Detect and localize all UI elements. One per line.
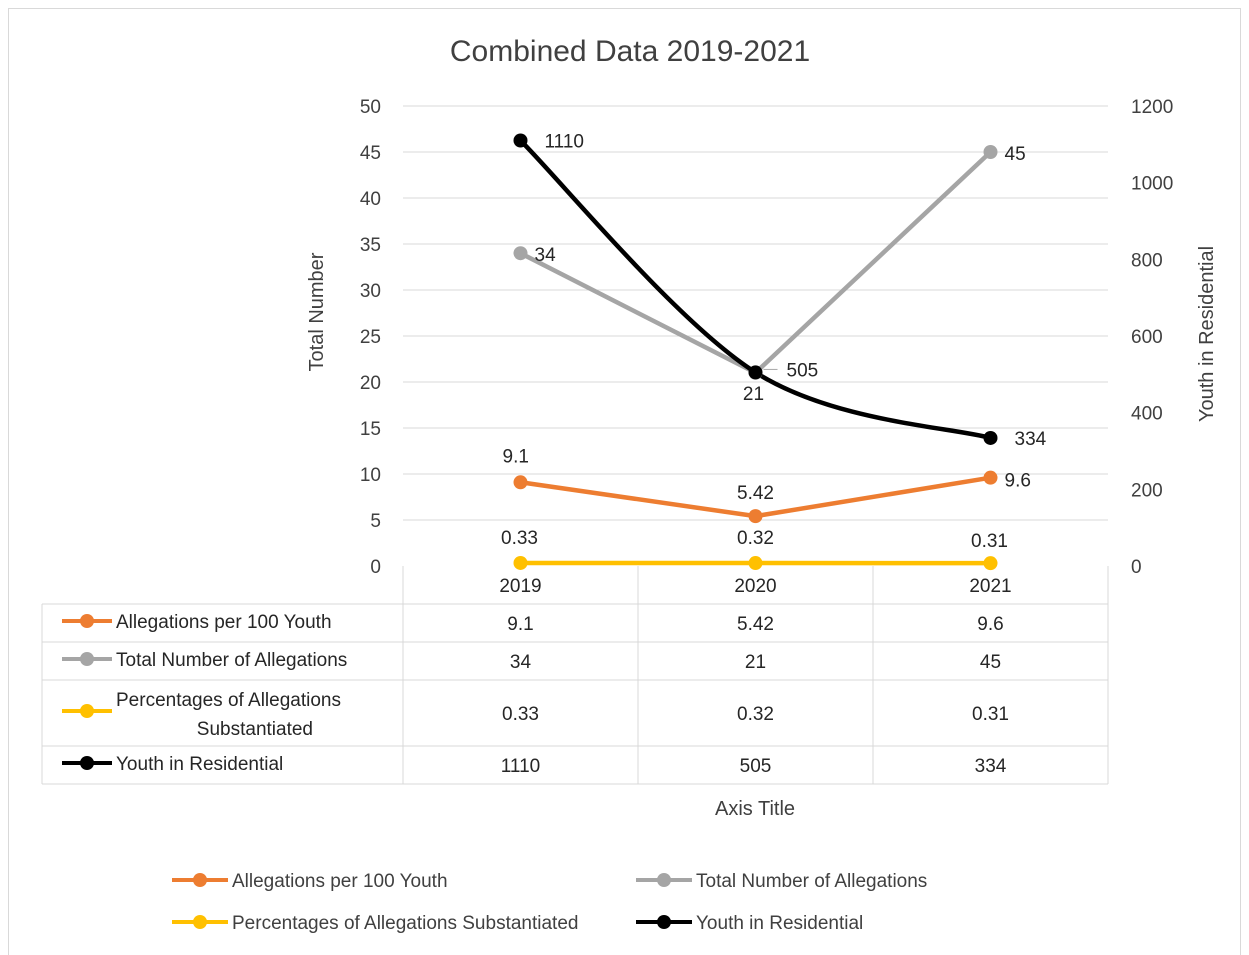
y-tick-label: 10 <box>360 465 381 486</box>
data-point <box>513 133 528 148</box>
table-legend-key-marker <box>80 652 94 666</box>
table-cell: 45 <box>980 652 1001 673</box>
y2-tick-label: 600 <box>1131 327 1163 348</box>
data-label: 1110 <box>545 132 584 153</box>
data-labels: 9.1 5.42 9.6 34 21 45 0.33 0.32 0.31 1110 505 334 <box>501 132 1047 553</box>
y-tick-label: 30 <box>360 281 381 302</box>
data-point <box>513 475 528 490</box>
legend-label: Percentages of Allegations Substantiated <box>232 913 578 934</box>
table-cell: 1110 <box>501 756 540 777</box>
chart-title: Combined Data 2019-2021 <box>450 35 810 68</box>
y2-tick-label: 0 <box>1131 557 1142 578</box>
data-point <box>748 509 763 524</box>
data-table: 2019 2020 2021 Allegations per 100 Youth 9.1… <box>41 566 1109 785</box>
legend-key-marker <box>657 915 671 929</box>
data-label: 9.1 <box>503 446 529 467</box>
table-row-header: Percentages of Allegations <box>116 690 341 711</box>
data-label: 0.33 <box>501 528 538 549</box>
y2-tick-label: 1200 <box>1131 97 1173 118</box>
data-point <box>513 246 528 261</box>
data-point <box>983 430 998 445</box>
table-cell: 9.6 <box>977 614 1003 635</box>
series-line <box>518 138 993 441</box>
legend-label: Youth in Residential <box>696 913 863 934</box>
legend-key-marker <box>657 873 671 887</box>
data-label: 5.42 <box>737 483 774 504</box>
table-cell: 5.42 <box>737 614 774 635</box>
table-row-header: Total Number of Allegations <box>116 650 347 671</box>
table-cell: 34 <box>510 652 532 673</box>
chart-border <box>8 8 1241 955</box>
table-cell: 9.1 <box>507 614 533 635</box>
data-label: 505 <box>787 360 819 381</box>
axes: 0 5 10 15 20 25 30 35 40 45 50 0 200 400 600 800 1000 120… <box>306 97 1218 820</box>
y2-tick-label: 1000 <box>1131 174 1173 195</box>
table-cell: 0.33 <box>502 704 539 725</box>
y-tick-label: 40 <box>360 189 381 210</box>
data-label: 9.6 <box>1005 471 1031 492</box>
x-category-label: 2019 <box>499 576 541 597</box>
y2-tick-label: 400 <box>1131 404 1163 425</box>
table-cell: 334 <box>975 756 1007 777</box>
table-cell: 0.32 <box>737 704 774 725</box>
table-cell: 21 <box>745 652 766 673</box>
data-label: 0.32 <box>737 528 774 549</box>
data-point <box>983 145 998 159</box>
table-row-header: Allegations per 100 Youth <box>116 612 332 633</box>
table-row-header: Substantiated <box>197 719 313 740</box>
x-category-label: 2020 <box>734 576 776 597</box>
gridlines <box>403 105 1108 521</box>
legend-key-marker <box>193 915 207 929</box>
y-axis-title: Total Number <box>306 252 328 371</box>
legend-label: Allegations per 100 Youth <box>232 871 448 892</box>
legend-key-marker <box>193 873 207 887</box>
table-legend-key-marker <box>80 704 94 718</box>
data-label: 45 <box>1005 144 1026 165</box>
y-tick-label: 5 <box>370 511 381 532</box>
data-label: 34 <box>535 245 557 266</box>
y-tick-label: 35 <box>360 235 381 256</box>
data-label: 0.31 <box>971 531 1008 552</box>
x-axis-title: Axis Title <box>715 798 795 820</box>
series-markers <box>513 133 998 571</box>
y-tick-label: 45 <box>360 143 381 164</box>
y-tick-label: 15 <box>360 419 381 440</box>
legend-label: Total Number of Allegations <box>696 871 927 892</box>
x-category-label: 2021 <box>969 576 1011 597</box>
y-tick-label: 25 <box>360 327 381 348</box>
table-legend-key-marker <box>80 614 94 628</box>
data-point <box>983 470 998 485</box>
y-tick-label: 50 <box>360 97 381 118</box>
data-point <box>513 555 528 570</box>
y-tick-label: 20 <box>360 373 381 394</box>
table-cell: 505 <box>740 756 772 777</box>
legend: Allegations per 100 Youth Total Number of… <box>172 871 927 934</box>
table-legend-key-marker <box>80 756 94 770</box>
table-row-header: Youth in Residential <box>116 754 283 775</box>
data-point <box>748 556 763 571</box>
y2-axis-title: Youth in Residential <box>1196 246 1218 422</box>
data-label: 21 <box>743 384 764 405</box>
y2-tick-label: 800 <box>1131 250 1163 271</box>
table-cell: 0.31 <box>972 704 1009 725</box>
data-point <box>983 556 998 571</box>
y-tick-label: 0 <box>370 557 381 578</box>
y2-tick-label: 200 <box>1131 480 1163 501</box>
data-label: 334 <box>1015 429 1047 450</box>
data-point <box>748 365 763 380</box>
